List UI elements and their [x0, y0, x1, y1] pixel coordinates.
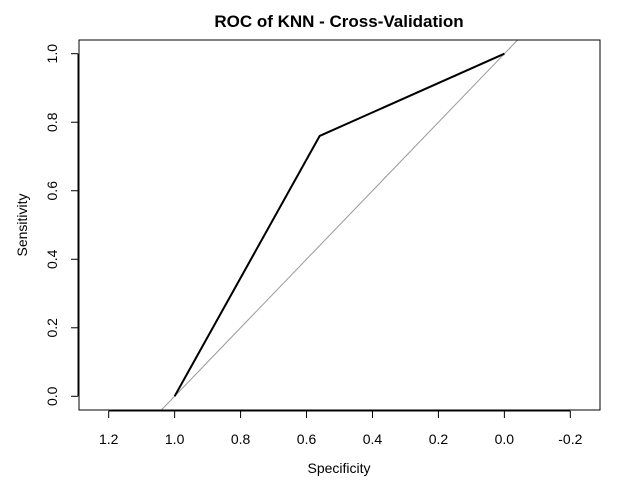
y-tick-label: 0.8: [44, 112, 60, 132]
plot-frame: [78, 39, 601, 411]
y-tick-label: 1.0: [44, 44, 60, 64]
y-tick-label: 0.2: [44, 318, 60, 338]
y-tick-label: 0.4: [44, 249, 60, 269]
roc-curve-line-0: [173, 52, 505, 397]
y-axis: 0.0 0.2 0.4 0.6 0.8 1.0: [44, 44, 79, 406]
x-tick-label: 1.0: [165, 431, 185, 447]
x-tick-label: 0.6: [297, 431, 317, 447]
reference-diagonal-line: [161, 39, 518, 411]
x-tick-label: 0.4: [363, 431, 383, 447]
x-axis: 1.2 1.0 0.8 0.6 0.4 0.2 0.0 -0.2: [99, 410, 583, 447]
y-tick-label: 0.0: [44, 386, 60, 406]
x-tick-label: 0.2: [429, 431, 449, 447]
x-tick-label: -0.2: [558, 431, 582, 447]
roc-curve: [173, 52, 505, 397]
x-tick-label: 1.2: [99, 431, 119, 447]
x-tick-label: 0.8: [231, 431, 251, 447]
chart-title: ROC of KNN - Cross-Validation: [214, 12, 463, 31]
y-axis-label: Sensitivity: [14, 193, 30, 256]
plot-area: [78, 39, 601, 411]
y-tick-label: 0.6: [44, 181, 60, 201]
x-axis-label: Specificity: [307, 460, 370, 476]
reference-diagonal: [161, 39, 518, 411]
x-tick-label: 0.0: [495, 431, 515, 447]
